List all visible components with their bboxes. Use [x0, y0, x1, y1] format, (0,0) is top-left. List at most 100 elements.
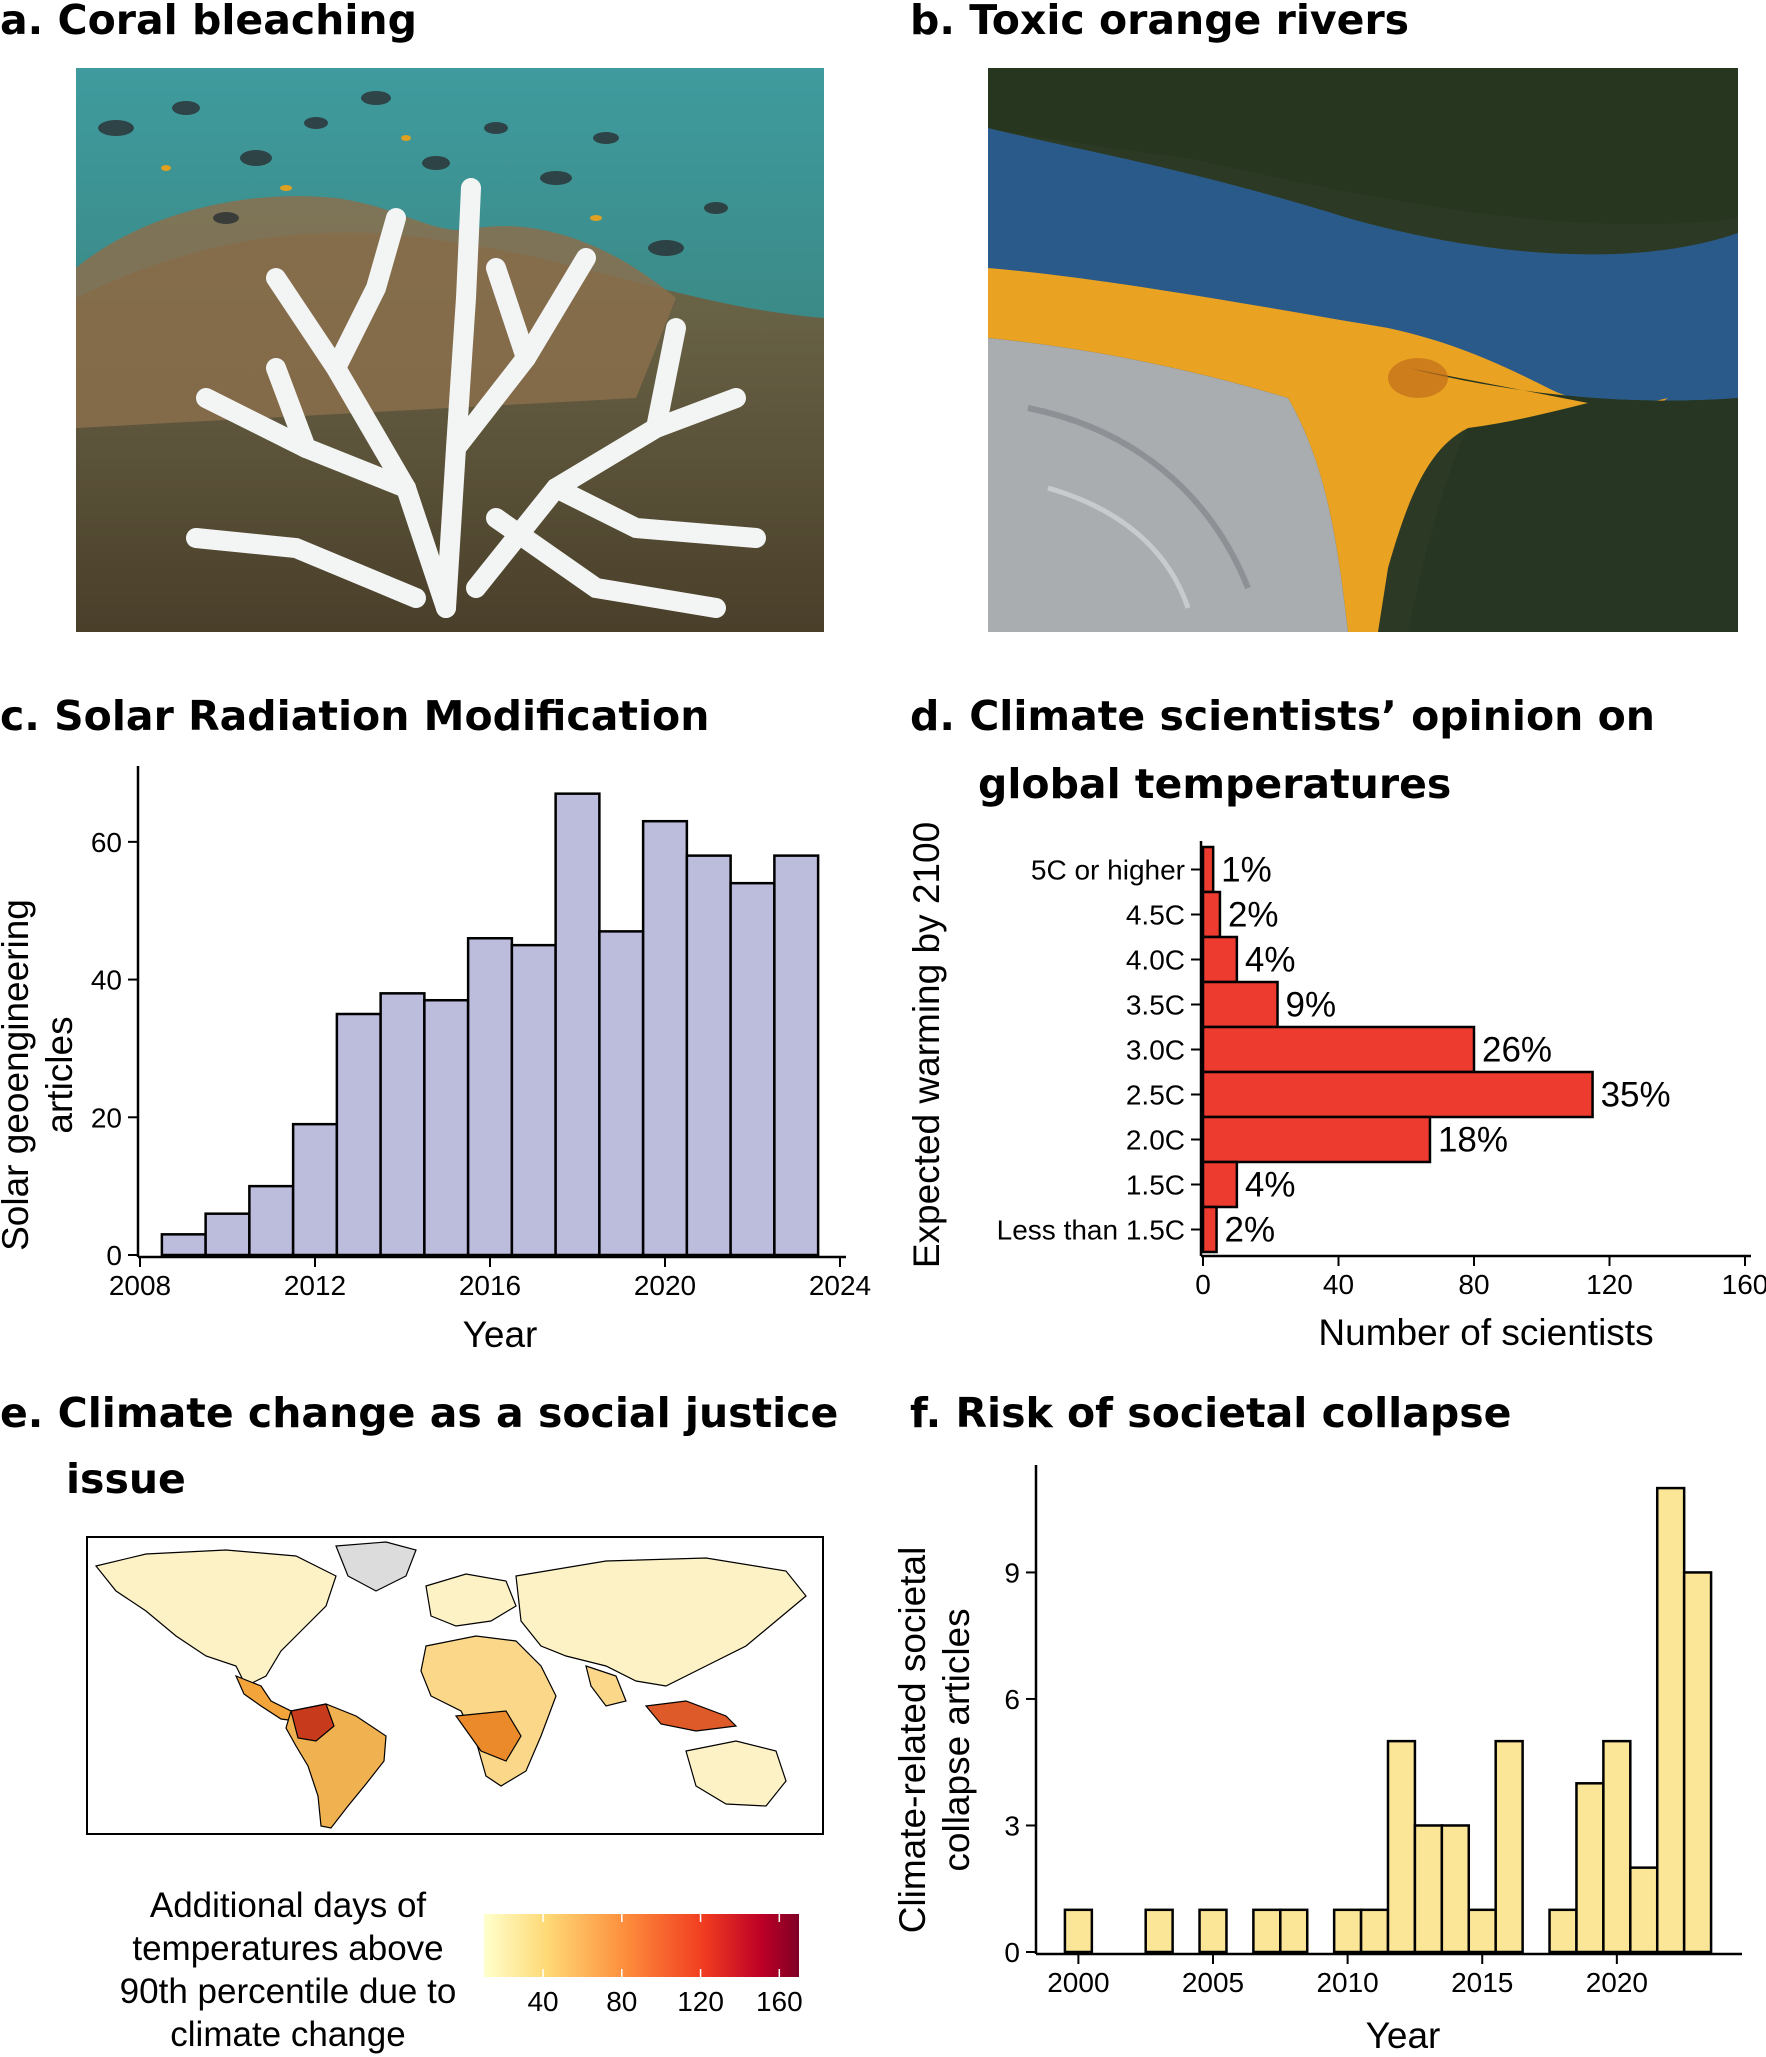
chart-d-data-label: 2%	[1225, 1211, 1276, 1250]
chart-d-data-label: 2%	[1228, 896, 1279, 935]
map-north-america	[94, 1549, 337, 1687]
bar-3.0c	[1201, 1025, 1476, 1074]
bar-2012	[291, 1122, 339, 1257]
panel-e-title-line1: e. Climate change as a social justice	[0, 1389, 839, 1437]
bar-2005	[1198, 1908, 1228, 1954]
bar-2010	[204, 1212, 251, 1257]
map-southeast-asia	[644, 1700, 738, 1732]
warming-opinion-chart: 5C or higher 1% 4.5C 2% 4.0C 4% 3.5C 9% 3.0C 26% 2…	[906, 822, 1766, 1353]
chart-f-xtick-label: 2000	[1047, 1967, 1109, 1998]
chart-d-xlabel: Number of scientists	[1318, 1312, 1653, 1353]
legend-tick-label: 160	[756, 1986, 803, 2017]
chart-d-ytick-label: 5C or higher	[1031, 855, 1185, 886]
legend-colorbar	[484, 1914, 799, 1977]
chart-c-ytick-label: 0	[106, 1240, 122, 1271]
bar-2016	[466, 937, 514, 1257]
bar-2014	[1440, 1824, 1471, 1954]
map-europe	[425, 1573, 517, 1627]
bar-2020	[1602, 1739, 1632, 1954]
chart-c-xtick-label: 2012	[284, 1270, 346, 1301]
chart-d-xtick-label: 160	[1722, 1269, 1766, 1300]
map-asia	[515, 1557, 807, 1687]
chart-d-xtick-label: 120	[1586, 1269, 1633, 1300]
chart-c-xtick-label: 2024	[809, 1270, 871, 1301]
panel-e-title-line2: issue	[66, 1455, 186, 1503]
bar-2003	[1144, 1908, 1174, 1954]
bar-2021	[685, 854, 732, 1257]
bar-2011	[1359, 1908, 1390, 1954]
bar-2019	[1575, 1782, 1605, 1954]
map-south-asia	[585, 1665, 627, 1707]
chart-d-data-label: 1%	[1221, 851, 1272, 890]
chart-d-ytick-label: 3.0C	[1126, 1035, 1185, 1066]
chart-f-ytick-label: 6	[1004, 1684, 1020, 1715]
bar-2.5c	[1201, 1070, 1594, 1119]
bar-2018	[554, 792, 601, 1257]
chart-c-ylabel-line1: Solar geoengineering	[0, 899, 36, 1251]
bar-2015	[1467, 1908, 1497, 1954]
chart-f-plot-area: 2000 2005 2010 2015 2020 0 3 6 9	[1004, 1465, 1742, 1998]
bar-2008	[1279, 1908, 1309, 1954]
bar-2023	[1682, 1571, 1713, 1954]
chart-d-ylabel: Expected warming by 2100	[906, 822, 947, 1268]
chart-d-ytick-label: 4.5C	[1126, 900, 1185, 931]
bar-2.0c	[1201, 1115, 1432, 1164]
map-legend: 40 80 120 160	[484, 1914, 803, 2017]
panel-c-title: c. Solar Radiation Modification	[0, 692, 710, 740]
chart-c-plot-area: 2008 2012 2016 2020 2024 0 20 40 60	[91, 766, 871, 1301]
panel-b-title: b. Toxic orange rivers	[910, 0, 1410, 44]
bar-2019	[598, 930, 645, 1257]
chart-d-ytick-label: 3.5C	[1126, 990, 1185, 1021]
bar-2007	[1252, 1908, 1282, 1954]
chart-c-xtick-label: 2016	[459, 1270, 521, 1301]
map-africa	[420, 1635, 557, 1787]
bar-2017	[510, 943, 557, 1257]
chart-f-ylabel-line1: Climate-related societal	[892, 1547, 933, 1934]
bar-2012	[1386, 1739, 1417, 1954]
bar-less-than-1.5c	[1201, 1205, 1218, 1254]
chart-f-ytick-label: 9	[1004, 1557, 1020, 1588]
legend-tick-label: 80	[606, 1986, 637, 2017]
bar-2018	[1548, 1908, 1578, 1954]
map-legend-title: Additional days of temperatures above 90…	[119, 1886, 457, 2054]
chart-c-ytick-label: 20	[91, 1102, 122, 1133]
panel-f-title: f. Risk of societal collapse	[910, 1389, 1512, 1437]
bar-2016	[1494, 1739, 1524, 1954]
bar-2011	[248, 1184, 295, 1257]
chart-c-ytick-label: 40	[91, 965, 122, 996]
panel-d-title-line1: d. Climate scientists’ opinion on	[910, 692, 1655, 740]
chart-d-ytick-label: 2.5C	[1126, 1080, 1185, 1111]
bar-2014	[379, 992, 426, 1257]
chart-d-data-label: 4%	[1245, 1166, 1296, 1205]
chart-d-data-label: 9%	[1286, 986, 1337, 1025]
bar-2021	[1629, 1866, 1659, 1954]
bar-2023	[773, 854, 820, 1257]
bar-2010	[1332, 1908, 1363, 1954]
legend-tick-label: 40	[527, 1986, 558, 2017]
map-greenland	[335, 1541, 417, 1592]
bar-1.5c	[1201, 1160, 1239, 1209]
chart-f-xtick-label: 2020	[1586, 1967, 1648, 1998]
orange-river-photo	[988, 68, 1738, 632]
panel-d-title-line2: global temperatures	[978, 760, 1452, 808]
bar-2015	[423, 998, 470, 1257]
coral-bleaching-photo	[76, 68, 824, 632]
chart-f-ytick-label: 3	[1004, 1810, 1020, 1841]
chart-f-xtick-label: 2005	[1182, 1967, 1244, 1998]
chart-d-data-label: 26%	[1482, 1031, 1552, 1070]
chart-f-ylabel-line2: collapse articles	[936, 1608, 977, 1871]
chart-c-ylabel-line2: articles	[39, 1016, 80, 1133]
chart-d-ytick-label: 4.0C	[1126, 945, 1185, 976]
chart-f-xlabel: Year	[1366, 2015, 1441, 2056]
bar-2009	[160, 1233, 207, 1257]
map-central-africa	[454, 1710, 522, 1762]
legend-tick-label: 120	[677, 1986, 724, 2017]
chart-d-xtick-label: 40	[1323, 1269, 1354, 1300]
bar-2022	[729, 881, 776, 1257]
bar-3.5c	[1201, 980, 1279, 1029]
chart-c-xlabel: Year	[463, 1314, 538, 1355]
map-australia	[685, 1740, 787, 1807]
chart-c-ytick-label: 60	[91, 827, 122, 858]
bar-4.5c	[1201, 890, 1222, 939]
societal-collapse-chart: 2000 2005 2010 2015 2020 0 3 6 9 Year Climate-re…	[892, 1465, 1742, 2056]
